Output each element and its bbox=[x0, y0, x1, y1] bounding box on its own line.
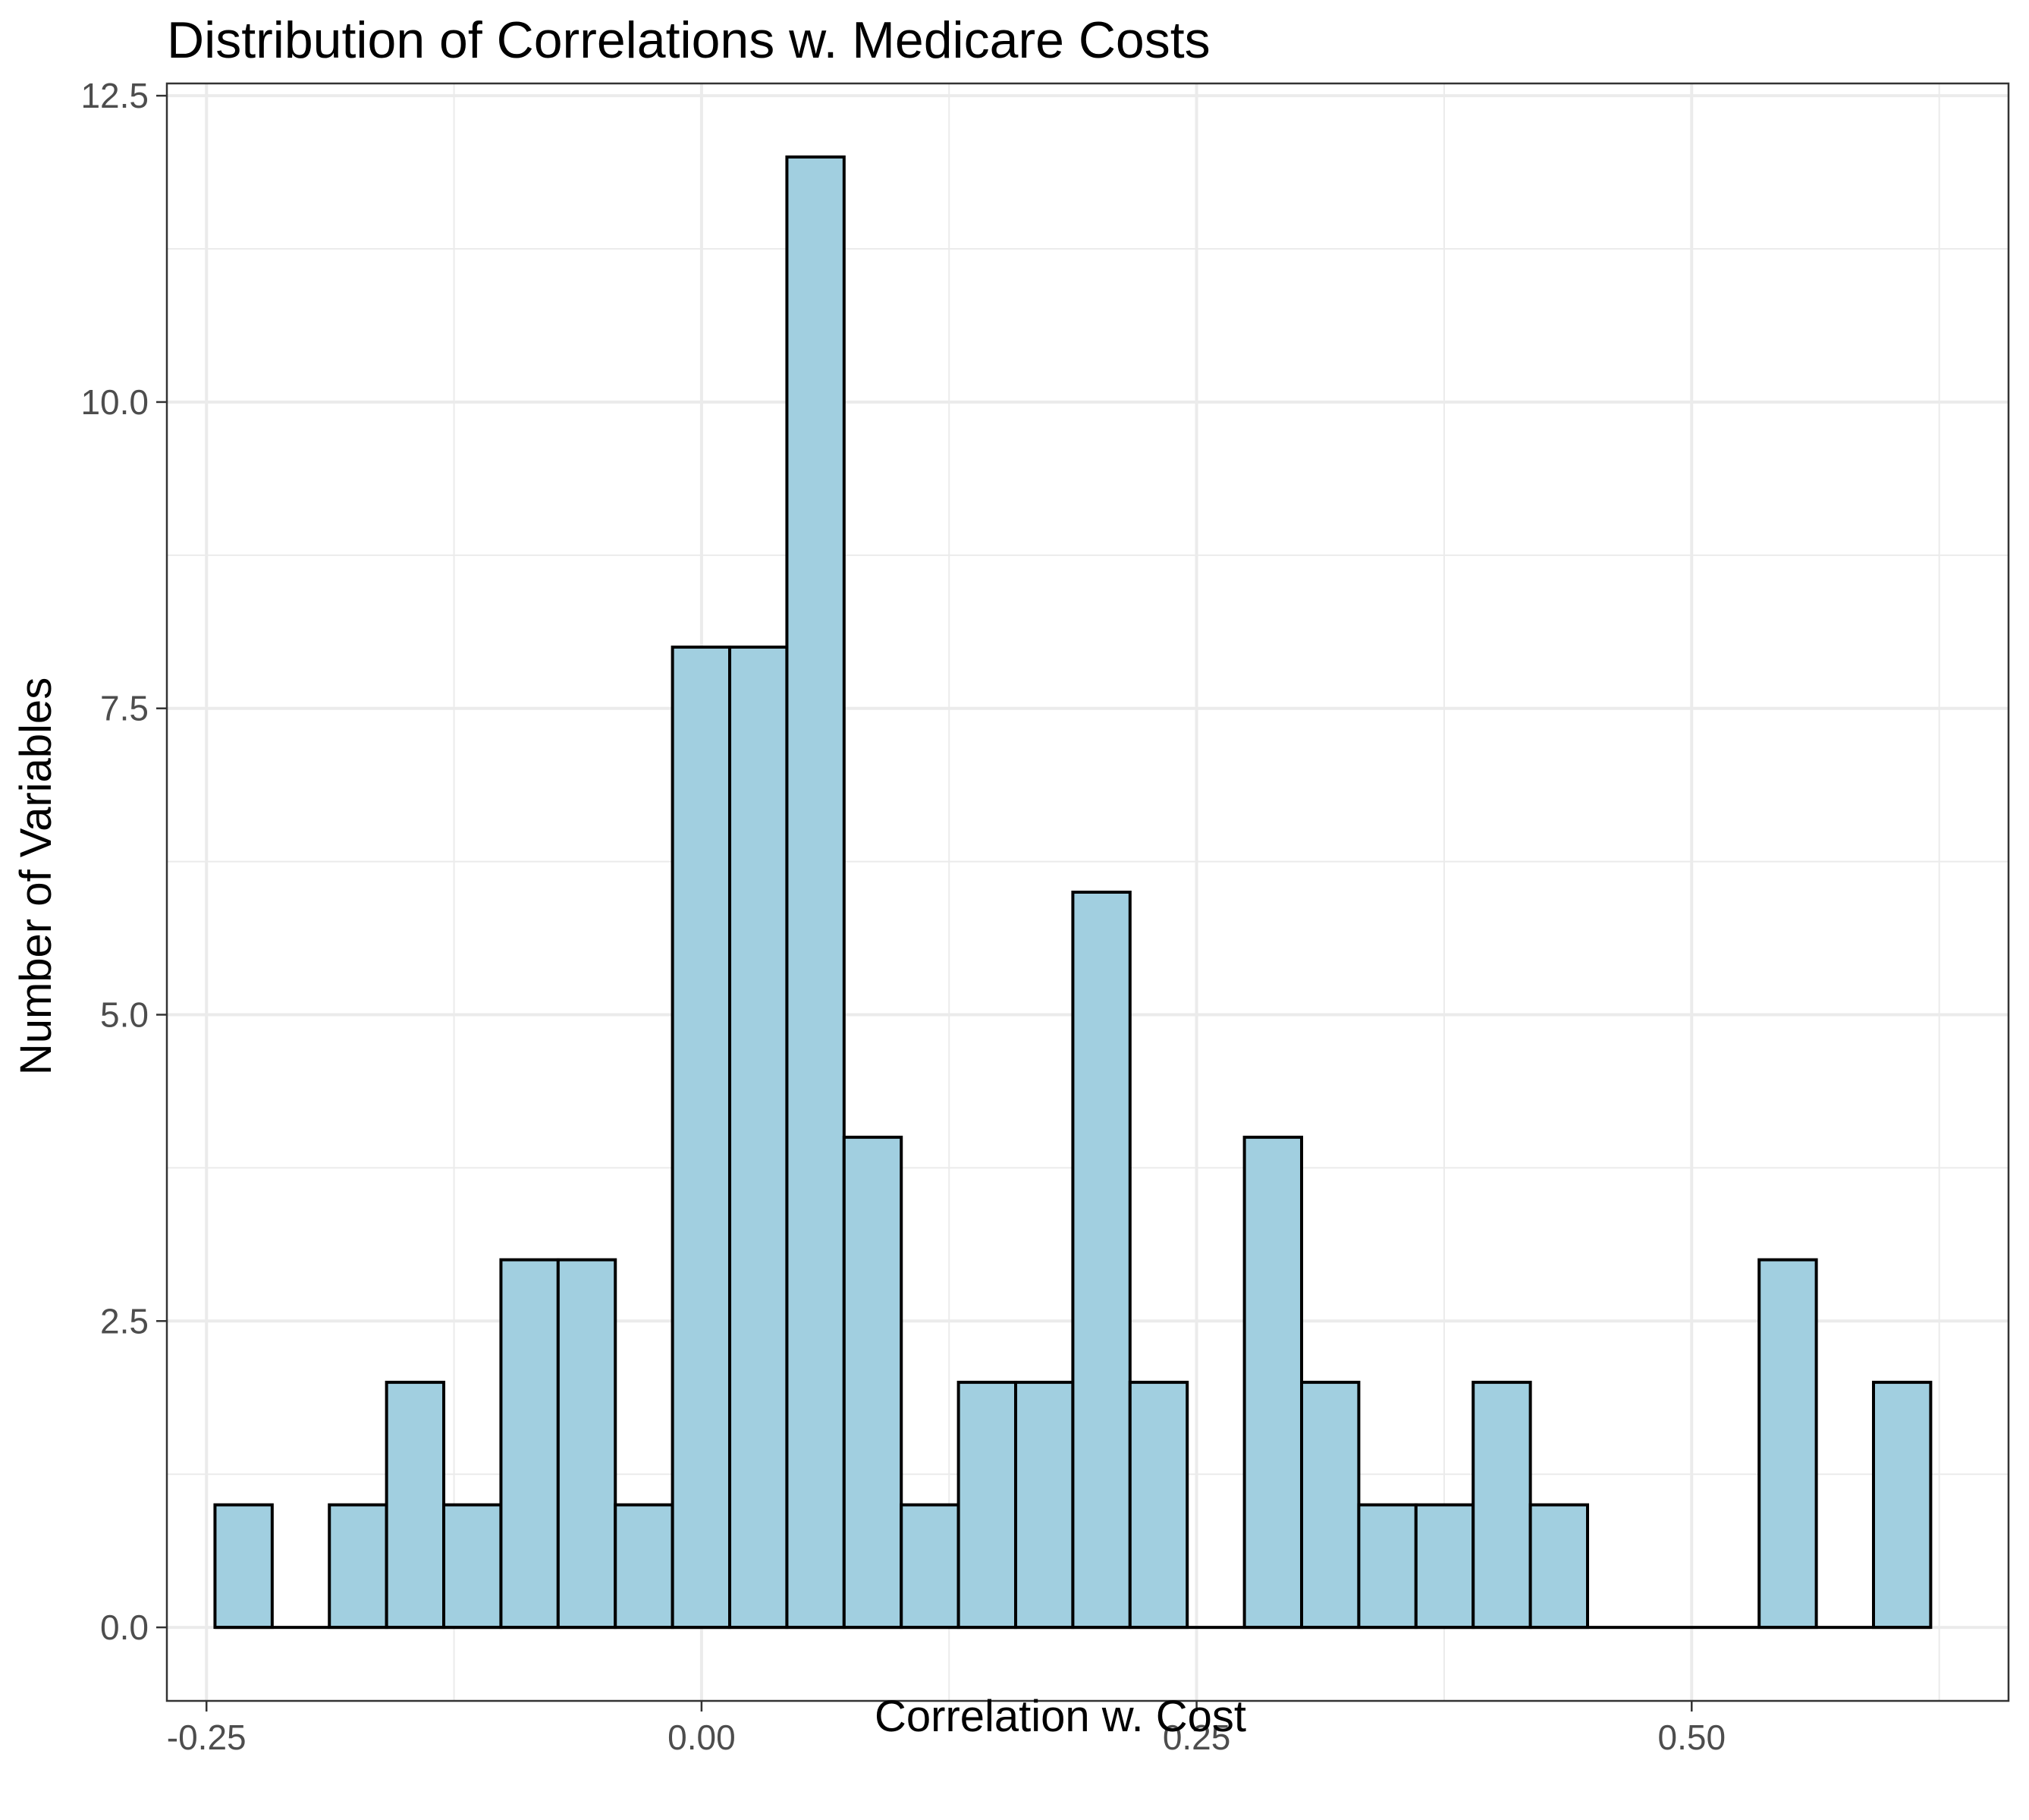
histogram-bar bbox=[1014, 1381, 1075, 1630]
plot-panel bbox=[165, 82, 2010, 1702]
histogram-bar bbox=[614, 1503, 674, 1630]
x-axis-title: Correlation w. Cost bbox=[875, 1692, 1246, 1741]
histogram-bar bbox=[785, 155, 846, 1630]
histogram-bar bbox=[442, 1503, 503, 1630]
histogram-bar bbox=[1414, 1503, 1475, 1630]
chart-title: Distribution of Correlations w. Medicare… bbox=[167, 11, 1211, 69]
y-tick-label: 5.0 bbox=[100, 995, 149, 1035]
histogram-bar bbox=[213, 1503, 274, 1630]
histogram-bar bbox=[1528, 1503, 1590, 1630]
x-tick-label: 0.50 bbox=[1658, 1718, 1726, 1757]
histogram-bar bbox=[1757, 1258, 1818, 1630]
y-tick-label: 10.0 bbox=[80, 382, 149, 422]
histogram-bar bbox=[556, 1258, 617, 1630]
y-tick-label: 7.5 bbox=[100, 689, 149, 728]
axis-ticks bbox=[156, 94, 1693, 1712]
x-tick-label: 0.25 bbox=[1163, 1718, 1231, 1757]
histogram-bar bbox=[1242, 1136, 1304, 1630]
histogram-bar bbox=[1300, 1381, 1361, 1630]
histogram-bar bbox=[900, 1503, 960, 1630]
histogram-bar bbox=[385, 1381, 446, 1630]
tick-labels: -0.25 0.00 0.25 0.50 0.0 2.5 5.0 7.5 10.0 12.5 bbox=[80, 76, 1726, 1757]
histogram-bar bbox=[1128, 1381, 1189, 1630]
y-tick-label: 0.0 bbox=[100, 1608, 149, 1647]
histogram-bar bbox=[1357, 1503, 1418, 1630]
histogram-bar bbox=[728, 645, 789, 1630]
y-tick-label: 12.5 bbox=[80, 76, 149, 115]
histogram-bar bbox=[499, 1258, 560, 1630]
histogram-bar bbox=[956, 1381, 1018, 1630]
histogram-bar bbox=[671, 645, 732, 1630]
histogram-bars bbox=[213, 155, 1933, 1630]
histogram-bar bbox=[842, 1136, 903, 1630]
y-tick-label: 2.5 bbox=[100, 1301, 149, 1341]
histogram-bar bbox=[328, 1503, 388, 1630]
x-tick-label: 0.00 bbox=[667, 1718, 736, 1757]
y-axis-title: Number of Variables bbox=[11, 677, 61, 1075]
x-tick-label: -0.25 bbox=[167, 1718, 247, 1757]
histogram-bar bbox=[1471, 1381, 1532, 1630]
histogram-bar bbox=[1071, 891, 1132, 1630]
histogram-bar bbox=[1871, 1381, 1933, 1630]
